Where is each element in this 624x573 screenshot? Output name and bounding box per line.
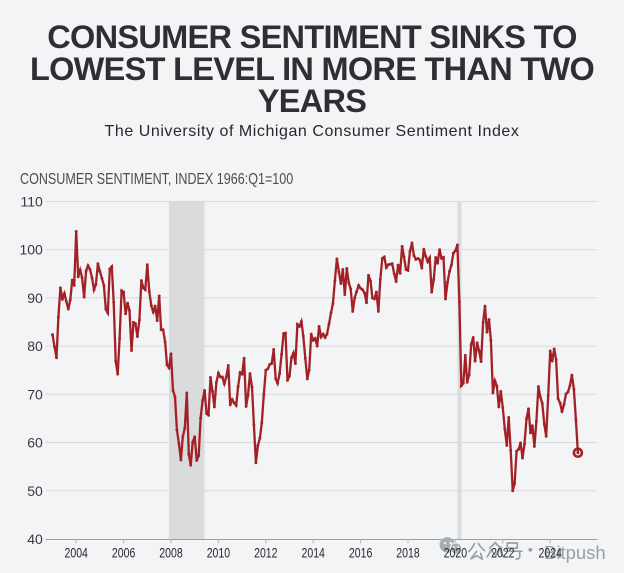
svg-text:80: 80 [27, 338, 43, 354]
svg-text:2014: 2014 [301, 545, 325, 561]
svg-text:Bitpush: Bitpush [544, 542, 606, 563]
svg-text:50: 50 [27, 483, 43, 499]
svg-text:100: 100 [19, 242, 43, 258]
svg-text:60: 60 [27, 435, 43, 451]
svg-text:2008: 2008 [159, 545, 183, 561]
svg-text:2020: 2020 [444, 545, 468, 561]
svg-text:40: 40 [27, 531, 43, 547]
svg-text:2024: 2024 [538, 545, 562, 561]
svg-text:2018: 2018 [396, 545, 420, 561]
svg-text:90: 90 [27, 290, 43, 306]
svg-text:110: 110 [20, 194, 43, 210]
svg-text:70: 70 [27, 386, 43, 402]
svg-text:2016: 2016 [349, 545, 373, 561]
svg-text:2010: 2010 [207, 545, 231, 561]
svg-text:2022: 2022 [491, 545, 515, 561]
svg-text:2012: 2012 [254, 545, 278, 561]
svg-text:2006: 2006 [112, 545, 136, 561]
svg-text:2004: 2004 [64, 545, 88, 561]
